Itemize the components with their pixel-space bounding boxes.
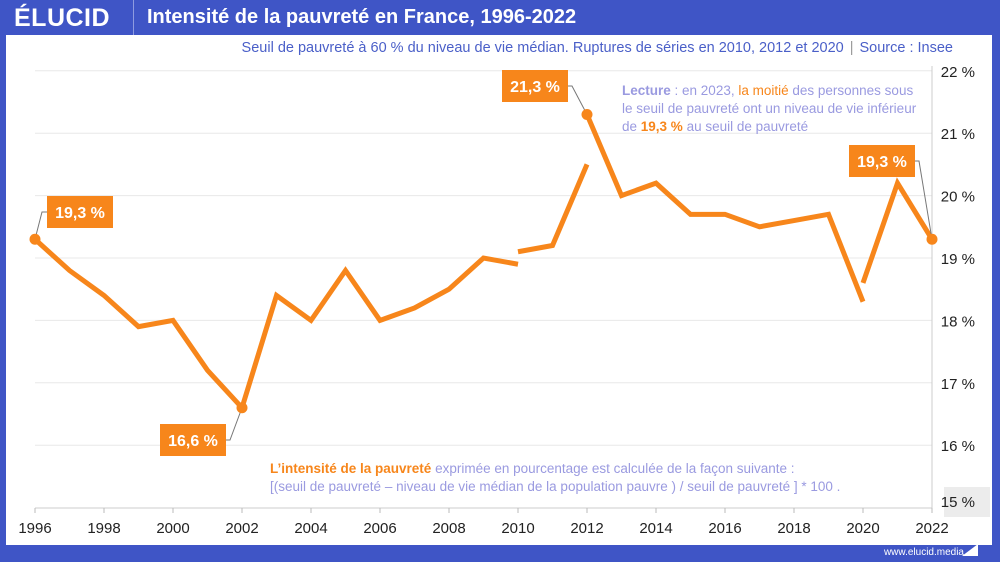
x-tick-label: 2000 [156, 520, 189, 537]
x-tick-label: 1996 [18, 520, 51, 537]
definition-formula: [(seuil de pauvreté – niveau de vie médi… [270, 479, 841, 494]
x-tick-label: 2002 [225, 520, 258, 537]
lecture-highlight: la moitié [738, 83, 789, 98]
lecture-note: Lecture : en 2023, la moitié des personn… [622, 82, 922, 136]
annotation-leader [34, 211, 47, 240]
header: ÉLUCID Intensité de la pauvreté en Franc… [0, 0, 1000, 35]
series-line-segment [517, 163, 590, 255]
data-point-marker [236, 402, 248, 414]
lecture-text: : en 2023, [670, 83, 739, 98]
y-tick-label: 18 % [941, 313, 975, 330]
y-tick-bg [944, 487, 990, 517]
x-tick-label: 1998 [87, 520, 120, 537]
y-tick-label: 21 % [941, 126, 975, 143]
annotation-box [849, 145, 915, 177]
x-tick-label: 2012 [570, 520, 603, 537]
x-tick-label: 2020 [846, 520, 879, 537]
x-tick-label: 2022 [915, 520, 948, 537]
y-tick-label: 17 % [941, 376, 975, 393]
header-divider [133, 0, 134, 35]
divider: | [849, 40, 854, 56]
footer-url[interactable]: www.elucid.media [883, 547, 964, 558]
definition-term: L’intensité de la pauvreté [270, 461, 432, 476]
chart-title: Intensité de la pauvreté en France, 1996… [147, 6, 577, 28]
annotation-box [47, 196, 113, 228]
chart-subtitle: Seuil de pauvreté à 60 % du niveau de vi… [242, 40, 953, 56]
series-line-segment [584, 113, 866, 303]
y-tick-label: 19 % [941, 251, 975, 268]
source-text: Source : Insee [859, 40, 954, 56]
x-tick-label: 2010 [501, 520, 534, 537]
annotation-label: 19,3 % [55, 205, 105, 222]
x-tick-label: 2004 [294, 520, 327, 537]
x-tick-label: 2008 [432, 520, 465, 537]
definition-text: exprimée en pourcentage est calculée de … [431, 461, 795, 476]
series-line-segment [33, 237, 519, 413]
elucid-flag-icon [962, 544, 978, 556]
x-tick-label: 2018 [777, 520, 810, 537]
annotation-leader [915, 160, 933, 240]
annotation-box [502, 70, 568, 102]
annotation-leader [568, 85, 588, 115]
lecture-text: au seuil de pauvreté [682, 119, 809, 134]
definition-note: L’intensité de la pauvreté exprimée en p… [270, 460, 950, 496]
y-tick-label: 22 % [941, 64, 975, 81]
data-point-marker [581, 108, 593, 120]
annotation-label: 21,3 % [510, 79, 560, 96]
data-point-marker [29, 233, 41, 245]
y-tick-label: 20 % [941, 189, 975, 206]
lecture-label: Lecture [622, 83, 671, 98]
lecture-text: des personnes sous le seuil de pauvreté … [622, 83, 917, 134]
subtitle-text: Seuil de pauvreté à 60 % du niveau de vi… [241, 40, 844, 56]
annotation-box [160, 424, 226, 456]
elucid-logo: ÉLUCID [14, 4, 111, 32]
lecture-value: 19,3 % [640, 119, 683, 134]
series-line-segment [860, 177, 935, 284]
y-tick-label: 15 % [941, 494, 975, 511]
annotation-label: 16,6 % [168, 433, 218, 450]
data-point-marker [926, 233, 938, 245]
chart-frame [6, 35, 992, 545]
x-tick-label: 2006 [363, 520, 396, 537]
annotation-leader [226, 407, 243, 441]
x-tick-label: 2014 [639, 520, 672, 537]
annotation-label: 19,3 % [857, 154, 907, 171]
x-tick-label: 2016 [708, 520, 741, 537]
y-tick-label: 16 % [941, 438, 975, 455]
